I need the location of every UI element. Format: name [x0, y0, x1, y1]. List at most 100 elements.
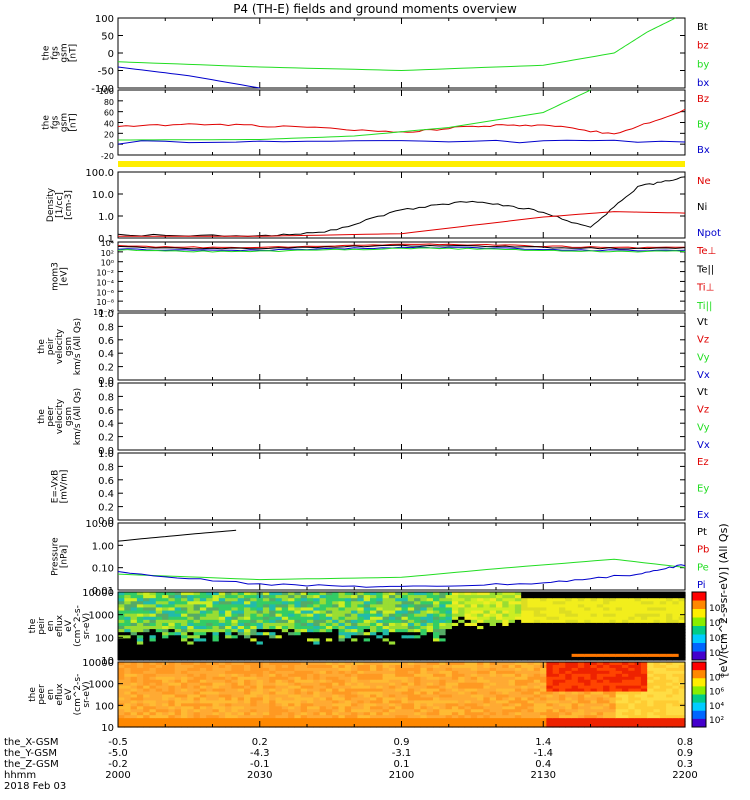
spectrogram-cell [458, 647, 466, 652]
spectrogram-cell [231, 706, 239, 710]
spectrogram-cell [433, 691, 440, 696]
spectrogram-cell [628, 610, 636, 615]
spectrogram-cell [231, 700, 239, 704]
spectrogram-cell [640, 682, 648, 687]
spectrogram-cell [439, 650, 447, 655]
spectrogram-cell [395, 641, 403, 646]
spectrogram-cell [376, 610, 384, 615]
spectrogram-cell [124, 676, 132, 681]
y-tick-label: 0.6 [98, 406, 114, 417]
legend-entry: Te⊥ [696, 246, 716, 257]
spectrogram-cell [514, 595, 522, 599]
spectrogram-cell [527, 656, 535, 661]
spectrogram-cell [401, 664, 409, 669]
spectrogram-cell [464, 724, 472, 728]
spectrogram-cell [149, 688, 157, 693]
spectrogram-cell [414, 613, 421, 618]
spectrogram-cell [250, 641, 258, 646]
spectrogram-cell [124, 685, 132, 690]
spectrogram-cell [433, 718, 440, 722]
spectrogram-cell [401, 718, 409, 722]
spectrogram-cell [451, 673, 459, 678]
spectrogram-cell [622, 629, 629, 633]
y-tick-label: 10⁻² [96, 269, 114, 278]
spectrogram-cell [162, 616, 169, 621]
spectrogram-cell [307, 626, 314, 630]
spectrogram-cell [426, 613, 434, 618]
spectrogram-cell [269, 715, 277, 719]
spectrogram-cell [590, 667, 598, 672]
spectrogram-cell [628, 656, 636, 661]
spectrogram-cell [483, 622, 491, 627]
spectrogram-cell [439, 724, 447, 728]
spectrogram-cell [628, 595, 636, 599]
spectrogram-cell [634, 653, 642, 658]
y-axis-label-line: peer [37, 684, 47, 705]
spectrogram-cell [376, 613, 384, 618]
spectrogram-cell [514, 635, 522, 639]
spectrogram-cell [527, 619, 535, 624]
spectrogram-cell [546, 622, 554, 627]
spectrogram-cell [155, 607, 163, 612]
spectrogram-cell [325, 644, 333, 649]
spectrogram-cell [187, 667, 195, 672]
spectrogram-cell [363, 644, 371, 649]
spectrogram-cell [250, 694, 258, 699]
spectrogram-cell [332, 632, 340, 636]
spectrogram-cell [395, 662, 403, 666]
spectrogram-cell [388, 697, 396, 701]
spectrogram-cell [571, 712, 579, 716]
spectrogram-cell [521, 685, 529, 690]
spectrogram-cell [470, 715, 478, 719]
spectrogram-cell [533, 647, 541, 652]
panel-frame [117, 241, 686, 312]
spectrogram-cell [250, 619, 258, 624]
spectrogram-cell [647, 592, 655, 596]
spectrogram-cell [187, 653, 195, 658]
spectrogram-cell [187, 662, 195, 666]
spectrogram-cell [281, 721, 289, 725]
spectrogram-cell [199, 616, 207, 621]
spectrogram-cell [678, 724, 686, 728]
spectrogram-cell [325, 679, 333, 684]
spectrogram-cell [275, 647, 283, 652]
spectrogram-cell [577, 709, 585, 713]
spectrogram-cell [514, 673, 522, 678]
spectrogram-cell [533, 694, 541, 699]
spectrogram-cell [319, 679, 327, 684]
spectrogram-cell [231, 718, 239, 722]
spectrogram-cell [401, 691, 409, 696]
spectrogram-cell [155, 604, 163, 609]
spectrogram-cell [640, 709, 648, 713]
spectrogram-cell [672, 688, 680, 693]
spectrogram-cell [483, 670, 491, 675]
spectrogram-cell [653, 709, 661, 713]
spectrogram-cell [590, 632, 598, 636]
spectrogram-cell [370, 688, 377, 693]
spectrogram-cell [483, 610, 491, 615]
spectrogram-cell [458, 682, 466, 687]
spectrogram-cell [307, 715, 314, 719]
spectrogram-cell [590, 607, 598, 612]
spectrogram-cell [672, 703, 680, 707]
spectrogram-cell [502, 635, 510, 639]
spectrogram-cell [470, 703, 478, 707]
spectrogram-cell [571, 700, 579, 704]
spectrogram-cell [439, 679, 447, 684]
spectrogram-cell [622, 644, 629, 649]
spectrogram-cell [401, 673, 409, 678]
spectrogram-cell [483, 644, 491, 649]
spectrogram-cell [269, 607, 277, 612]
spectrogram-cell [244, 598, 251, 602]
spectrogram-cell [124, 595, 132, 599]
spectrogram-cell [376, 685, 384, 690]
spectrogram-cell [451, 712, 459, 716]
spectrogram-cell [206, 688, 214, 693]
spectrogram-cell [603, 592, 610, 596]
y-tick-label: -20 [101, 152, 114, 161]
spectrogram-cell [149, 712, 157, 716]
spectrogram-cell [514, 685, 522, 690]
spectrogram-cell [615, 632, 623, 636]
spectrogram-cell [237, 673, 245, 678]
spectrogram-cell [212, 641, 220, 646]
